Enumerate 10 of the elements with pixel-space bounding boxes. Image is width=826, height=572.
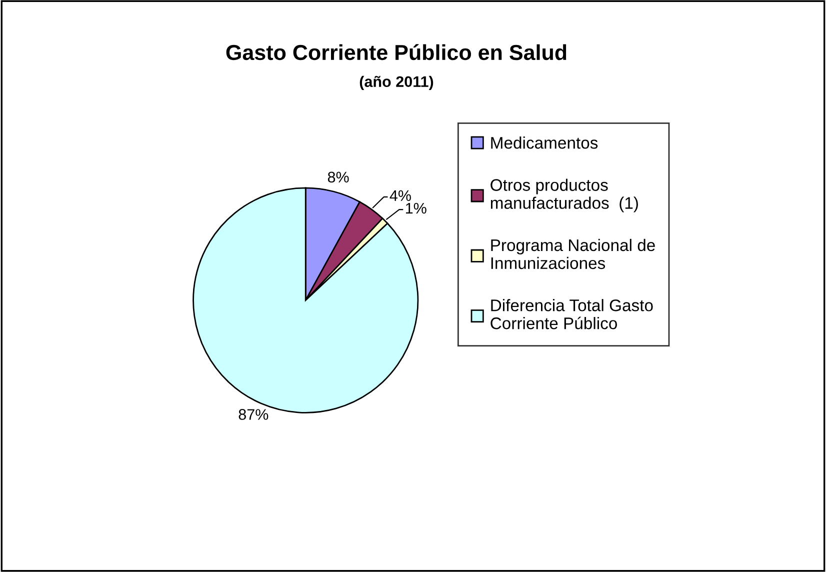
legend-label: Programa Nacional de Inmunizaciones [491, 238, 655, 270]
data-label: 87% [238, 409, 268, 420]
legend-label: Medicamentos [491, 136, 598, 149]
chart-title: Gasto Corriente Público en Salud [226, 44, 566, 60]
data-label: 1% [406, 202, 426, 214]
legend-label: Diferencia Total Gasto Corriente Público [490, 299, 653, 330]
chart-subtitle: (año 2011) [360, 76, 434, 90]
legend-label: Otros productos manufacturados (1) [490, 178, 638, 212]
data-label: 4% [390, 190, 411, 201]
data-label: 8% [328, 172, 349, 183]
